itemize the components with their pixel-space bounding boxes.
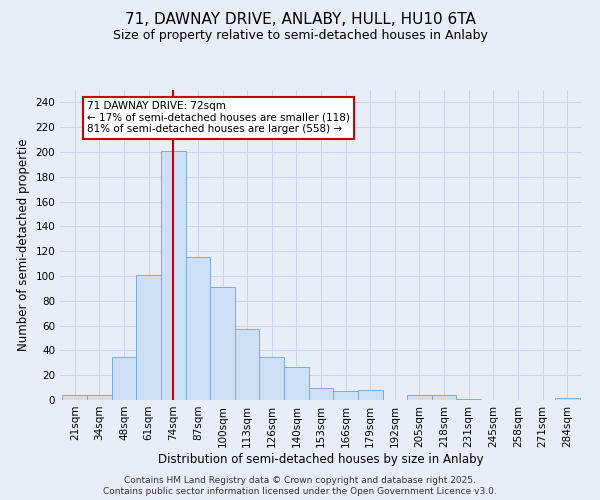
X-axis label: Distribution of semi-detached houses by size in Anlaby: Distribution of semi-detached houses by … [158,452,484,466]
Bar [358,390,383,400]
Text: Contains public sector information licensed under the Open Government Licence v3: Contains public sector information licen… [103,488,497,496]
Bar [112,356,136,400]
Text: Size of property relative to semi-detached houses in Anlaby: Size of property relative to semi-detach… [113,29,487,42]
Bar [62,395,87,400]
Bar [432,395,457,400]
Bar [457,399,481,400]
Text: 71 DAWNAY DRIVE: 72sqm
← 17% of semi-detached houses are smaller (118)
81% of se: 71 DAWNAY DRIVE: 72sqm ← 17% of semi-det… [87,101,350,134]
Bar [235,330,259,400]
Y-axis label: Number of semi-detached propertie: Number of semi-detached propertie [17,138,30,351]
Bar [308,388,334,400]
Text: Contains HM Land Registry data © Crown copyright and database right 2025.: Contains HM Land Registry data © Crown c… [124,476,476,485]
Bar [555,398,580,400]
Bar [407,395,432,400]
Bar [259,356,284,400]
Bar [284,366,308,400]
Bar [185,258,210,400]
Bar [136,275,161,400]
Text: 71, DAWNAY DRIVE, ANLABY, HULL, HU10 6TA: 71, DAWNAY DRIVE, ANLABY, HULL, HU10 6TA [125,12,475,28]
Bar [334,392,358,400]
Bar [210,287,235,400]
Bar [87,395,112,400]
Bar [161,151,185,400]
